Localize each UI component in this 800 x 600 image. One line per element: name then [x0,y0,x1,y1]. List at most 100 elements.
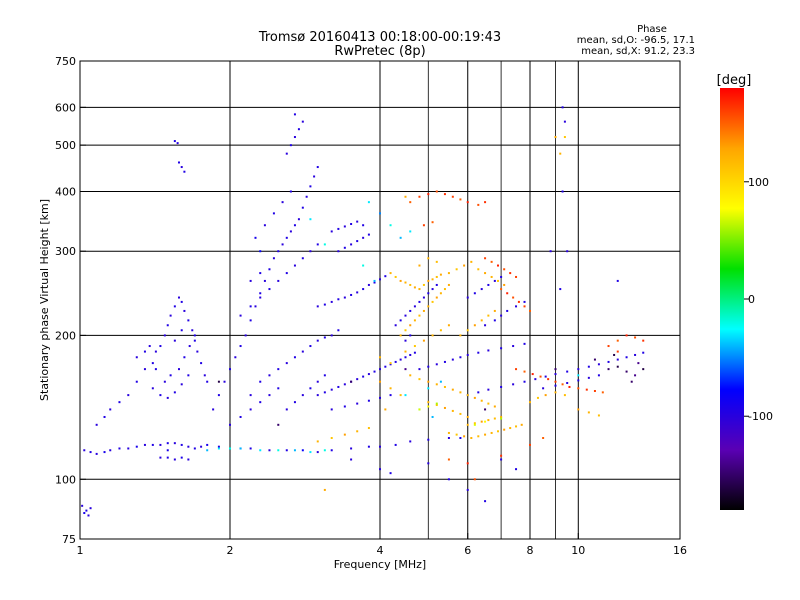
data-point [487,388,490,391]
data-point [103,415,106,418]
data-point [206,443,209,446]
data-point [316,380,319,383]
data-point [487,402,490,405]
data-point [496,279,499,282]
data-point [356,402,359,405]
data-point [177,368,180,371]
data-point [89,451,92,454]
data-point [268,268,271,271]
data-point [301,120,304,123]
data-point [159,456,162,459]
data-point [493,319,496,322]
data-point [439,273,442,276]
data-point [244,334,247,337]
data-point [362,236,365,239]
data-point [466,462,469,465]
data-point [418,264,421,267]
data-point [343,405,346,408]
data-point [301,257,304,260]
y-tick-label: 100 [55,473,76,486]
data-point [593,389,596,392]
data-point [496,430,499,433]
data-point [177,161,180,164]
data-point [379,278,381,281]
data-point [109,408,112,411]
data-point [309,185,312,188]
data-point [293,264,296,267]
data-point [634,353,637,356]
data-point [309,218,312,221]
data-point [343,296,346,299]
data-point [135,380,138,383]
data-point [427,462,430,465]
data-point [367,283,370,286]
data-point [337,298,340,301]
data-point [512,296,515,299]
data-point [459,334,462,337]
data-point [350,380,353,383]
data-point [431,300,434,303]
data-point [281,201,284,204]
data-point [577,374,580,377]
data-point [607,345,610,348]
data-point [187,319,190,322]
data-point [399,358,402,361]
data-point [587,365,590,368]
data-point [254,236,257,239]
data-point [166,442,169,445]
data-point [166,324,169,327]
data-point [409,201,412,204]
data-point [512,345,515,348]
phase-stats-o: mean, sd,O: -96.5, 17.1 [577,35,695,46]
data-point [118,401,121,404]
data-point [563,136,566,139]
data-point [259,296,262,299]
data-point [439,329,442,332]
data-point [173,458,176,461]
data-point [305,195,308,198]
data-point [330,334,333,337]
data-point [500,347,503,350]
data-point [394,275,397,278]
data-point [493,405,496,408]
data-point [249,279,252,282]
data-point [625,334,628,337]
data-point [506,309,509,312]
data-point [593,358,596,361]
data-point [587,411,590,414]
data-point [477,391,480,394]
data-point [188,345,191,348]
data-point [293,356,296,359]
data-point [477,351,480,354]
data-point [439,292,442,295]
data-point [379,396,381,399]
data-point [523,380,526,383]
data-point [616,365,619,368]
data-point [616,358,619,361]
data-point [135,356,138,359]
data-point [330,388,333,391]
data-point [203,374,206,377]
data-point [451,195,454,198]
data-point [554,380,557,383]
data-point [206,449,209,452]
x-tick-label: 6 [464,544,471,557]
data-point [642,351,645,354]
data-point [187,445,190,448]
data-point [500,417,503,420]
data-point [323,243,326,246]
data-point [554,368,557,371]
data-point [542,436,545,439]
data-point [293,224,296,227]
data-point [180,443,183,446]
data-point [447,272,450,275]
data-point [597,414,600,417]
data-point [362,288,365,291]
data-point [409,309,412,312]
data-point [484,408,487,411]
data-point [148,345,151,348]
data-point [404,314,407,317]
x-tick-label: 1 [77,544,84,557]
data-point [285,408,288,411]
data-point [443,288,446,291]
